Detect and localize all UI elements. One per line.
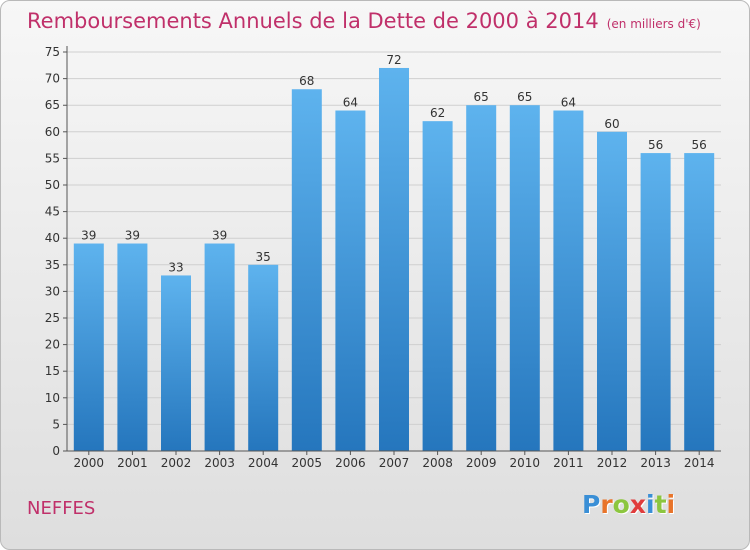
data-label: 65 <box>474 90 489 104</box>
y-tick-label: 25 <box>45 311 60 325</box>
x-tick-label: 2003 <box>204 456 235 470</box>
data-label: 39 <box>125 229 140 243</box>
bar <box>161 275 191 451</box>
data-label: 56 <box>648 138 663 152</box>
x-tick-labels: 2000 2001 2002 2003 2004 2005 2006 2007 2008 2009… <box>74 451 715 470</box>
x-tick-label: 2011 <box>553 456 584 470</box>
chart-title: Remboursements Annuels de la Dette de 20… <box>27 9 701 33</box>
proxiti-logo[interactable]: Proxiti <box>582 490 675 519</box>
data-label: 68 <box>299 74 314 88</box>
bar <box>422 121 453 451</box>
y-tick-label: 55 <box>45 151 60 165</box>
logo-letter: i <box>666 490 676 519</box>
bar <box>291 89 322 452</box>
logo-letter: r <box>600 490 613 519</box>
logo-letter: o <box>612 490 630 519</box>
y-tick-label: 5 <box>52 417 60 431</box>
data-label: 65 <box>517 90 532 104</box>
bar <box>597 131 627 452</box>
logo-letter: t <box>654 490 667 519</box>
y-tick-labels: 0 5 10 15 20 25 30 35 40 45 50 55 60 65 70 75 <box>45 45 60 458</box>
data-label: 56 <box>692 138 707 152</box>
data-label: 62 <box>430 106 445 120</box>
bar <box>204 243 235 451</box>
data-label: 60 <box>604 117 619 131</box>
chart-unit: (en milliers d'€) <box>606 17 701 31</box>
commune-name: NEFFES <box>27 498 96 519</box>
x-tick-label: 2008 <box>422 456 453 470</box>
bars <box>73 67 715 452</box>
bar <box>509 105 540 451</box>
y-tick-label: 70 <box>45 72 60 86</box>
x-tick-label: 2012 <box>597 456 628 470</box>
x-tick-label: 2006 <box>335 456 366 470</box>
x-tick-label: 2007 <box>379 456 410 470</box>
y-tick-label: 45 <box>45 205 60 219</box>
x-tick-label: 2002 <box>161 456 192 470</box>
data-label: 64 <box>343 96 358 110</box>
bar <box>335 110 366 452</box>
bar <box>73 243 104 451</box>
logo-letter: x <box>629 490 646 519</box>
x-tick-label: 2000 <box>74 456 105 470</box>
data-label: 35 <box>256 250 271 264</box>
chart-title-text: Remboursements Annuels de la Dette de 20… <box>27 9 599 33</box>
y-tick-label: 20 <box>45 338 60 352</box>
bar <box>553 110 584 452</box>
bar <box>640 153 671 451</box>
y-tick-label: 15 <box>45 364 60 378</box>
x-tick-label: 2009 <box>466 456 497 470</box>
x-tick-label: 2001 <box>117 456 148 470</box>
bar <box>248 264 279 451</box>
x-tick-label: 2014 <box>684 456 715 470</box>
data-labels: 39 39 33 39 35 68 64 72 62 65 65 64 60 56 56 <box>81 53 707 274</box>
y-tick-label: 40 <box>45 231 60 245</box>
y-tick-label: 50 <box>45 178 60 192</box>
x-tick-label: 2013 <box>640 456 671 470</box>
data-label: 72 <box>386 53 401 67</box>
x-tick-label: 2010 <box>510 456 541 470</box>
y-tick-label: 30 <box>45 284 60 298</box>
x-tick-label: 2005 <box>292 456 323 470</box>
bar <box>117 243 148 451</box>
data-label: 39 <box>81 229 96 243</box>
y-tick-label: 65 <box>45 98 60 112</box>
bar <box>379 67 409 452</box>
y-tick-label: 60 <box>45 125 60 139</box>
data-label: 33 <box>168 260 183 274</box>
logo-letter: P <box>582 490 601 519</box>
data-label: 39 <box>212 229 227 243</box>
x-tick-label: 2004 <box>248 456 279 470</box>
logo-letter: i <box>646 490 655 519</box>
y-tick-label: 0 <box>52 444 60 458</box>
data-label: 64 <box>561 96 576 110</box>
y-tick-label: 75 <box>45 45 60 59</box>
y-tick-label: 35 <box>45 258 60 272</box>
bar <box>684 153 715 451</box>
bar <box>466 105 497 451</box>
y-tick-label: 10 <box>45 391 60 405</box>
